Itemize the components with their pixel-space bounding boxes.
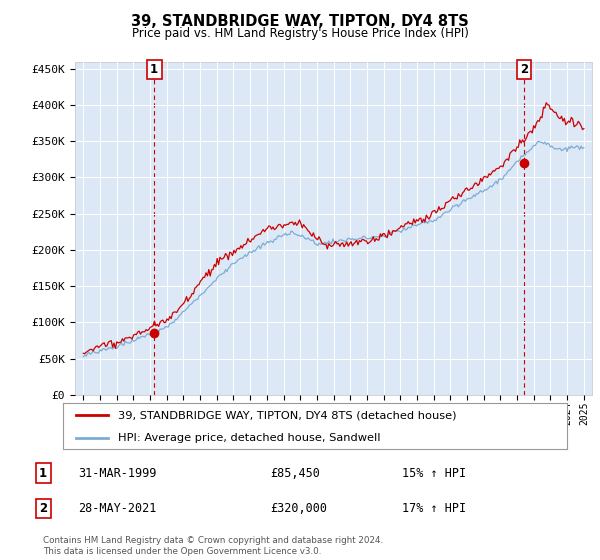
Text: 1: 1	[150, 63, 158, 76]
Text: 1: 1	[39, 466, 47, 480]
Text: HPI: Average price, detached house, Sandwell: HPI: Average price, detached house, Sand…	[118, 433, 381, 442]
Text: 39, STANDBRIDGE WAY, TIPTON, DY4 8TS: 39, STANDBRIDGE WAY, TIPTON, DY4 8TS	[131, 14, 469, 29]
Text: 28-MAY-2021: 28-MAY-2021	[78, 502, 157, 515]
Text: Contains HM Land Registry data © Crown copyright and database right 2024.
This d: Contains HM Land Registry data © Crown c…	[43, 536, 383, 556]
Text: 2: 2	[39, 502, 47, 515]
Text: 39, STANDBRIDGE WAY, TIPTON, DY4 8TS (detached house): 39, STANDBRIDGE WAY, TIPTON, DY4 8TS (de…	[118, 410, 457, 420]
Text: £85,450: £85,450	[270, 466, 320, 480]
Text: 2: 2	[520, 63, 528, 76]
Text: 17% ↑ HPI: 17% ↑ HPI	[402, 502, 466, 515]
Text: 31-MAR-1999: 31-MAR-1999	[78, 466, 157, 480]
Text: 15% ↑ HPI: 15% ↑ HPI	[402, 466, 466, 480]
Text: £320,000: £320,000	[270, 502, 327, 515]
Text: Price paid vs. HM Land Registry's House Price Index (HPI): Price paid vs. HM Land Registry's House …	[131, 27, 469, 40]
